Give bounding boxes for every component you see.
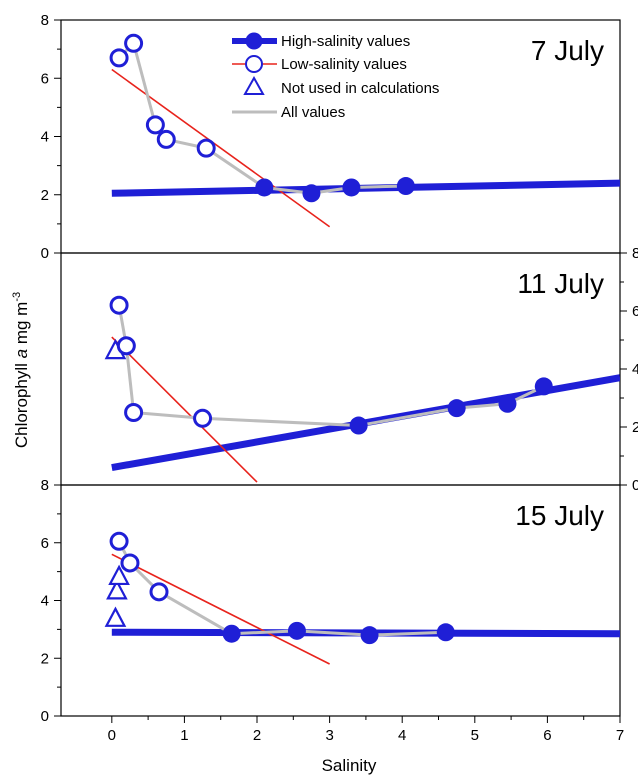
legend-not-used-label: Not used in calculations [281,80,439,97]
not-used-point [104,606,127,627]
panel-3: 0 2 4 6 8 15 July [41,477,621,725]
legend-low-marker [245,55,263,73]
low-salinity-point [196,138,216,158]
legend-high-marker [245,32,263,50]
y-tick-label: 8 [632,245,638,262]
y-tick-label: 4 [41,593,49,610]
plot-area [104,295,620,483]
y-axis-label: Chlorophyll a mg m-3 [11,292,31,448]
panel-date-label: 11 July [517,268,604,299]
y-tick-label: 2 [41,187,49,204]
y-tick-label: 0 [632,477,638,494]
x-tick-label: 1 [180,727,188,744]
high-salinity-point [436,623,455,642]
all-values-line [117,540,446,637]
low-salinity-point [149,582,169,602]
high-salinity-point [447,399,466,418]
y-axis-label-italic: a [12,349,31,358]
y-tick-label: 2 [632,419,638,436]
panels-layer: 0 2 4 6 8 7 July 0 2 4 6 8 11 July 0 2 4 6 8 15 July [41,12,638,725]
x-tick-label: 4 [398,727,406,744]
high-salinity-point [396,177,415,196]
plot-area [104,531,620,665]
panel-date-label: 7 July [531,35,604,66]
not-used-point [106,579,128,600]
low-salinity-point [109,531,129,551]
x-axis-label: Salinity [322,756,377,775]
plot-area [109,33,620,228]
y-tick-label: 8 [41,477,49,494]
y-tick-label: 6 [41,70,49,87]
y-tick-label: 4 [41,129,49,146]
low-salinity-fit-line [111,553,330,665]
legend: High-salinity values Low-salinity values… [232,32,439,121]
low-salinity-point [109,295,129,315]
low-salinity-point [156,129,176,149]
y-tick-label: 0 [41,708,49,725]
low-salinity-point [193,408,213,428]
y-tick-label: 2 [41,650,49,667]
high-salinity-point [222,624,241,643]
y-tick-label: 0 [41,245,49,262]
x-tick-label: 7 [616,727,624,744]
low-salinity-fit-line [111,336,258,483]
x-tick-label: 5 [471,727,479,744]
high-salinity-point [342,178,361,197]
panel-date-label: 15 July [515,500,604,531]
y-tick-label: 8 [41,12,49,29]
y-axis-label-main: Chlorophyll [12,358,31,448]
y-tick-label: 6 [41,535,49,552]
low-salinity-point [145,115,165,135]
high-salinity-point [534,377,553,396]
high-salinity-point [498,394,517,413]
high-salinity-point [360,626,379,645]
x-tick-label: 2 [253,727,261,744]
low-salinity-point [124,403,144,422]
legend-high-label: High-salinity values [281,33,410,50]
low-salinity-point [120,553,140,573]
legend-all-label: All values [281,104,345,121]
high-salinity-point [302,184,321,203]
low-salinity-point [116,336,136,356]
legend-not-used-marker [243,75,265,95]
high-salinity-point [287,621,306,640]
legend-low-label: Low-salinity values [281,56,407,73]
y-tick-label: 6 [632,303,638,320]
low-salinity-point [124,33,144,53]
y-tick-label: 4 [632,361,638,378]
x-tick-label: 0 [108,727,116,744]
y-axis-label-exponent: -3 [11,292,23,302]
x-tick-label: 6 [543,727,551,744]
y-axis-label-units: mg m [12,302,31,349]
high-salinity-point [255,178,274,197]
panel-1: 0 2 4 6 8 7 July [41,12,621,262]
panel-2: 0 2 4 6 8 11 July [60,245,638,494]
x-axis: 0 1 2 3 4 5 6 7 [108,716,624,744]
not-used-point [108,564,130,586]
high-salinity-point [349,416,368,435]
x-tick-label: 3 [325,727,333,744]
low-salinity-point [109,48,129,68]
